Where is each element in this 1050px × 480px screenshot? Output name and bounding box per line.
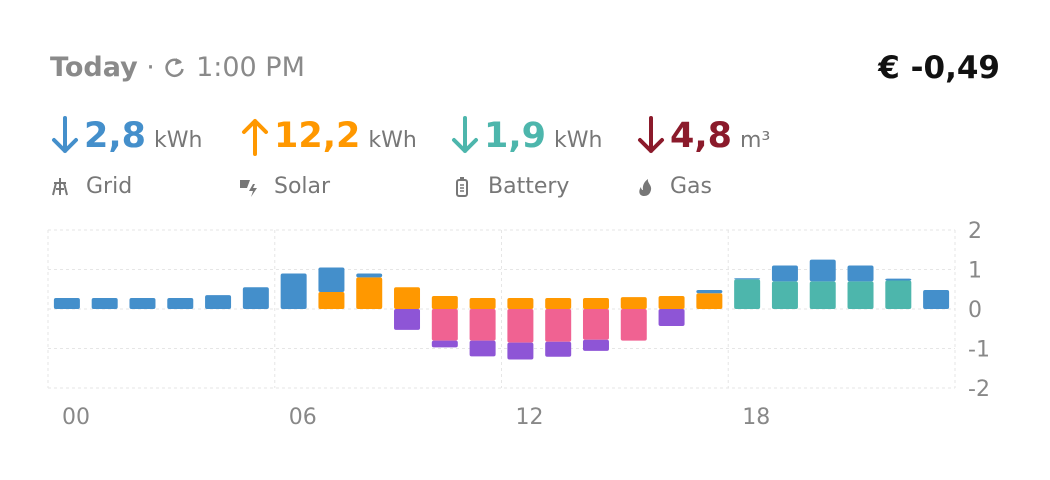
bar <box>205 295 232 309</box>
bar <box>545 341 572 357</box>
summary-value: 1,9 <box>484 116 547 156</box>
summary-label[interactable]: Battery <box>452 174 569 199</box>
bar <box>356 277 383 309</box>
bar <box>394 309 421 330</box>
summary-value: 4,8 <box>670 116 733 156</box>
bar <box>394 287 421 309</box>
y-tick-label: 0 <box>968 298 982 323</box>
bar <box>431 340 458 348</box>
bar <box>696 290 723 294</box>
bar <box>318 267 345 293</box>
bar <box>318 292 345 309</box>
bar <box>620 309 647 341</box>
bar <box>91 297 118 309</box>
arrow-icon <box>452 116 478 153</box>
summary-label[interactable]: Solar <box>238 174 330 199</box>
bar <box>167 297 194 309</box>
header: Today · 1:00 PM <box>50 52 305 83</box>
summary-label[interactable]: Grid <box>50 174 132 199</box>
icon <box>240 179 257 197</box>
y-tick-label: -1 <box>968 338 990 363</box>
summary-value: 12,2 <box>274 116 361 156</box>
icon <box>456 176 468 197</box>
summary-label[interactable]: Gas <box>634 174 712 199</box>
summary-unit: kWh <box>368 128 417 153</box>
y-tick-label: 1 <box>968 259 982 284</box>
bar <box>809 259 836 282</box>
label-text: Gas <box>670 174 712 199</box>
bar <box>242 287 269 309</box>
bar <box>469 340 496 357</box>
bar <box>431 309 458 341</box>
summary-item: 4,8 m³ <box>636 116 770 156</box>
bar <box>771 265 798 282</box>
title: Today <box>50 52 138 83</box>
x-tick-label: 12 <box>516 405 544 430</box>
bar <box>469 309 496 341</box>
bar <box>545 309 572 342</box>
arrow-icon <box>242 119 268 156</box>
bar <box>734 278 761 280</box>
y-tick-label: -2 <box>968 377 990 402</box>
bar <box>809 281 836 309</box>
bar <box>582 309 609 340</box>
bar <box>885 278 912 281</box>
separator: · <box>146 52 155 83</box>
bar <box>507 309 534 343</box>
bar <box>53 297 80 309</box>
bar <box>620 297 647 309</box>
icon <box>52 177 68 195</box>
label-text: Grid <box>86 174 133 199</box>
icon <box>639 178 652 196</box>
bar <box>734 279 761 309</box>
bar <box>582 339 609 351</box>
bar <box>771 281 798 309</box>
bar <box>582 297 609 309</box>
refresh-icon[interactable] <box>163 55 187 79</box>
y-tick-label: 2 <box>968 219 982 244</box>
bar <box>356 273 383 278</box>
bar <box>507 342 534 360</box>
arrow-icon <box>638 116 664 153</box>
label-text: Solar <box>274 174 331 199</box>
bar <box>696 293 723 309</box>
arrow-icon <box>52 116 78 153</box>
summary-value: 2,8 <box>84 116 147 156</box>
bar <box>847 281 874 309</box>
label-text: Battery <box>488 174 570 199</box>
summary-item: 2,8 kWh <box>50 116 202 156</box>
bar <box>507 297 534 309</box>
time: 1:00 PM <box>196 52 305 83</box>
x-tick-label: 06 <box>289 405 317 430</box>
bar <box>280 273 307 309</box>
bar <box>885 280 912 309</box>
x-tick-label: 18 <box>742 405 770 430</box>
bar <box>658 295 685 309</box>
bar <box>545 297 572 309</box>
summary-item: 1,9 kWh <box>450 116 602 156</box>
summary-unit: kWh <box>154 128 203 153</box>
x-tick-label: 00 <box>62 405 90 430</box>
summary-unit: m³ <box>740 128 771 153</box>
summary-item: 12,2 kWh <box>240 116 417 156</box>
bar <box>923 290 950 309</box>
bar <box>658 309 685 326</box>
bar <box>847 265 874 282</box>
bar <box>469 297 496 309</box>
bar <box>129 297 156 309</box>
cost: € -0,49 <box>878 50 1000 86</box>
summary-unit: kWh <box>554 128 603 153</box>
bar <box>431 295 458 309</box>
